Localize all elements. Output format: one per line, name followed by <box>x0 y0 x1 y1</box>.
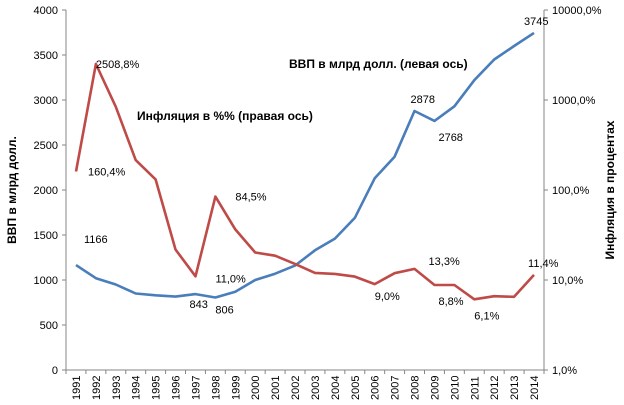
x-tick-label: 1999 <box>230 376 242 400</box>
left-tick-label: 4000 <box>34 5 58 17</box>
x-tick-label: 1991 <box>71 376 83 400</box>
inflation-series-line <box>74 62 535 301</box>
data-label: 84,5% <box>235 192 266 204</box>
x-tick-label: 1996 <box>171 376 183 400</box>
x-tick-label: 2001 <box>270 376 282 400</box>
x-tick-label: 2000 <box>250 376 262 400</box>
x-tick-label: 2005 <box>350 376 362 400</box>
data-label: 11,0% <box>215 273 246 285</box>
x-tick-label: 2007 <box>390 376 402 400</box>
x-tick-label: 2009 <box>429 376 441 400</box>
data-label: 8,8% <box>438 296 463 308</box>
x-tick-label: 2013 <box>509 376 521 400</box>
data-label: 1166 <box>84 234 108 246</box>
left-tick-label: 2000 <box>34 185 58 197</box>
x-tick-label: 2008 <box>410 376 422 400</box>
x-tick-label: 2014 <box>529 376 541 400</box>
right-tick-label: 1000,0% <box>552 95 596 107</box>
data-label: 806 <box>215 304 233 316</box>
left-tick-label: 2500 <box>34 140 58 152</box>
x-tick-label: 1992 <box>91 376 103 400</box>
data-label: 2768 <box>438 132 462 144</box>
data-label: 9,0% <box>375 291 400 303</box>
x-tick-label: 2002 <box>290 376 302 400</box>
x-tick-label: 2006 <box>370 376 382 400</box>
x-tick-label: 1998 <box>210 376 222 400</box>
data-label: 13,3% <box>429 256 460 268</box>
data-label: 2878 <box>411 94 435 106</box>
data-label: 11,4% <box>528 258 559 270</box>
data-label: 6,1% <box>474 310 499 322</box>
left-tick-label: 0 <box>52 365 58 377</box>
x-tick-label: 2004 <box>330 376 342 400</box>
data-label: 3745 <box>524 16 548 28</box>
left-axis-title: ВВП в млрд долл. <box>5 136 19 244</box>
left-tick-label: 3000 <box>34 95 58 107</box>
data-label: 2508,8% <box>96 59 140 71</box>
gdp-series-annotation: ВВП в млрд долл. (левая ось) <box>289 57 468 71</box>
right-tick-label: 10,0% <box>552 275 583 287</box>
inflation-series-annotation: Инфляция в %% (правая ось) <box>137 109 313 123</box>
x-tick-label: 1997 <box>190 376 202 400</box>
x-tick-label: 2011 <box>469 376 481 400</box>
data-label: 160,4% <box>88 167 126 179</box>
x-tick-label: 1993 <box>111 376 123 400</box>
gdp-series-line <box>75 31 535 299</box>
x-tick-label: 2010 <box>449 376 461 400</box>
x-tick-label: 2012 <box>489 376 501 400</box>
right-tick-label: 10000,0% <box>552 5 602 17</box>
left-tick-label: 500 <box>40 320 58 332</box>
data-label: 843 <box>189 299 207 311</box>
left-tick-label: 3500 <box>34 50 58 62</box>
right-tick-label: 100,0% <box>552 185 590 197</box>
plot-area <box>66 10 544 370</box>
right-axis-title: Инфляция в процентах <box>603 120 617 259</box>
right-tick-label: 1,0% <box>552 365 577 377</box>
left-tick-label: 1500 <box>34 230 58 242</box>
x-tick-label: 1994 <box>131 376 143 400</box>
left-tick-label: 1000 <box>34 275 58 287</box>
x-tick-label: 1995 <box>151 376 163 400</box>
x-tick-label: 2003 <box>310 376 322 400</box>
